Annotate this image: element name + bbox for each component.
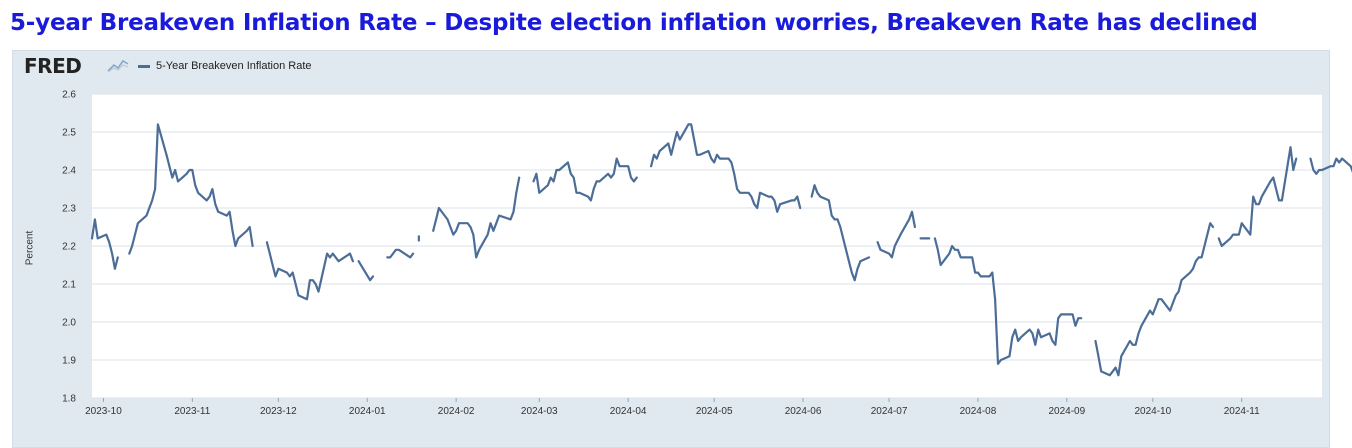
x-tick-label: 2024-11 <box>1224 406 1260 417</box>
series-line-segment <box>128 123 254 255</box>
y-tick-label: 2.1 <box>62 280 76 291</box>
series-line-segment <box>1309 157 1352 175</box>
y-tick-label: 2.0 <box>62 318 76 329</box>
x-tick-label: 2023-12 <box>260 406 297 417</box>
series-line-segment <box>432 176 521 259</box>
x-tick-label: 2024-09 <box>1048 406 1085 417</box>
y-tick-label: 1.8 <box>62 394 76 405</box>
x-axis: 2023-10 2023-11 2023-12 2024-01 2024-02 2024-… <box>85 398 1260 417</box>
legend-swatch <box>138 64 150 68</box>
series-line-segment <box>1094 222 1215 377</box>
legend: 5-Year Breakeven Inflation Rate <box>138 60 312 72</box>
x-tick-label: 2024-03 <box>521 406 558 417</box>
series-line-segment <box>90 218 119 270</box>
x-tick-label: 2024-07 <box>871 406 908 417</box>
y-axis: 1.8 1.9 2.0 2.1 2.2 2.3 2.4 2.5 2.6 <box>62 90 76 405</box>
grid-lines <box>92 93 1322 399</box>
series-line-segment <box>265 241 354 301</box>
x-tick-label: 2024-10 <box>1134 406 1171 417</box>
x-tick-label: 2024-05 <box>696 406 733 417</box>
series-line-segment <box>357 260 375 282</box>
series-line-segment <box>386 248 415 259</box>
series-line-segment <box>649 123 802 213</box>
y-tick-label: 1.9 <box>62 356 76 367</box>
headline: 5-year Breakeven Inflation Rate – Despit… <box>10 10 1258 36</box>
x-tick-label: 2024-06 <box>785 406 822 417</box>
legend-label: 5-Year Breakeven Inflation Rate <box>156 60 312 72</box>
fred-chart-icon <box>107 59 129 73</box>
y-tick-label: 2.3 <box>62 204 76 215</box>
series-line-segment <box>933 237 1083 365</box>
x-tick-label: 2023-11 <box>174 406 210 417</box>
y-tick-label: 2.2 <box>62 242 76 253</box>
x-tick-label: 2023-10 <box>85 406 122 417</box>
series-line-segment <box>810 184 871 282</box>
series-line-segment <box>532 157 638 202</box>
series-lines <box>90 123 1352 377</box>
fred-logo[interactable]: FRED <box>24 54 82 78</box>
x-tick-label: 2024-04 <box>610 406 647 417</box>
y-tick-label: 2.6 <box>62 90 76 101</box>
series-line-segment <box>876 210 917 259</box>
y-tick-label: 2.4 <box>62 166 76 177</box>
x-tick-label: 2024-02 <box>438 406 475 417</box>
series-line-segment <box>1217 146 1298 248</box>
x-tick-label: 2024-01 <box>349 406 386 417</box>
y-tick-label: 2.5 <box>62 128 76 139</box>
x-tick-label: 2024-08 <box>960 406 997 417</box>
